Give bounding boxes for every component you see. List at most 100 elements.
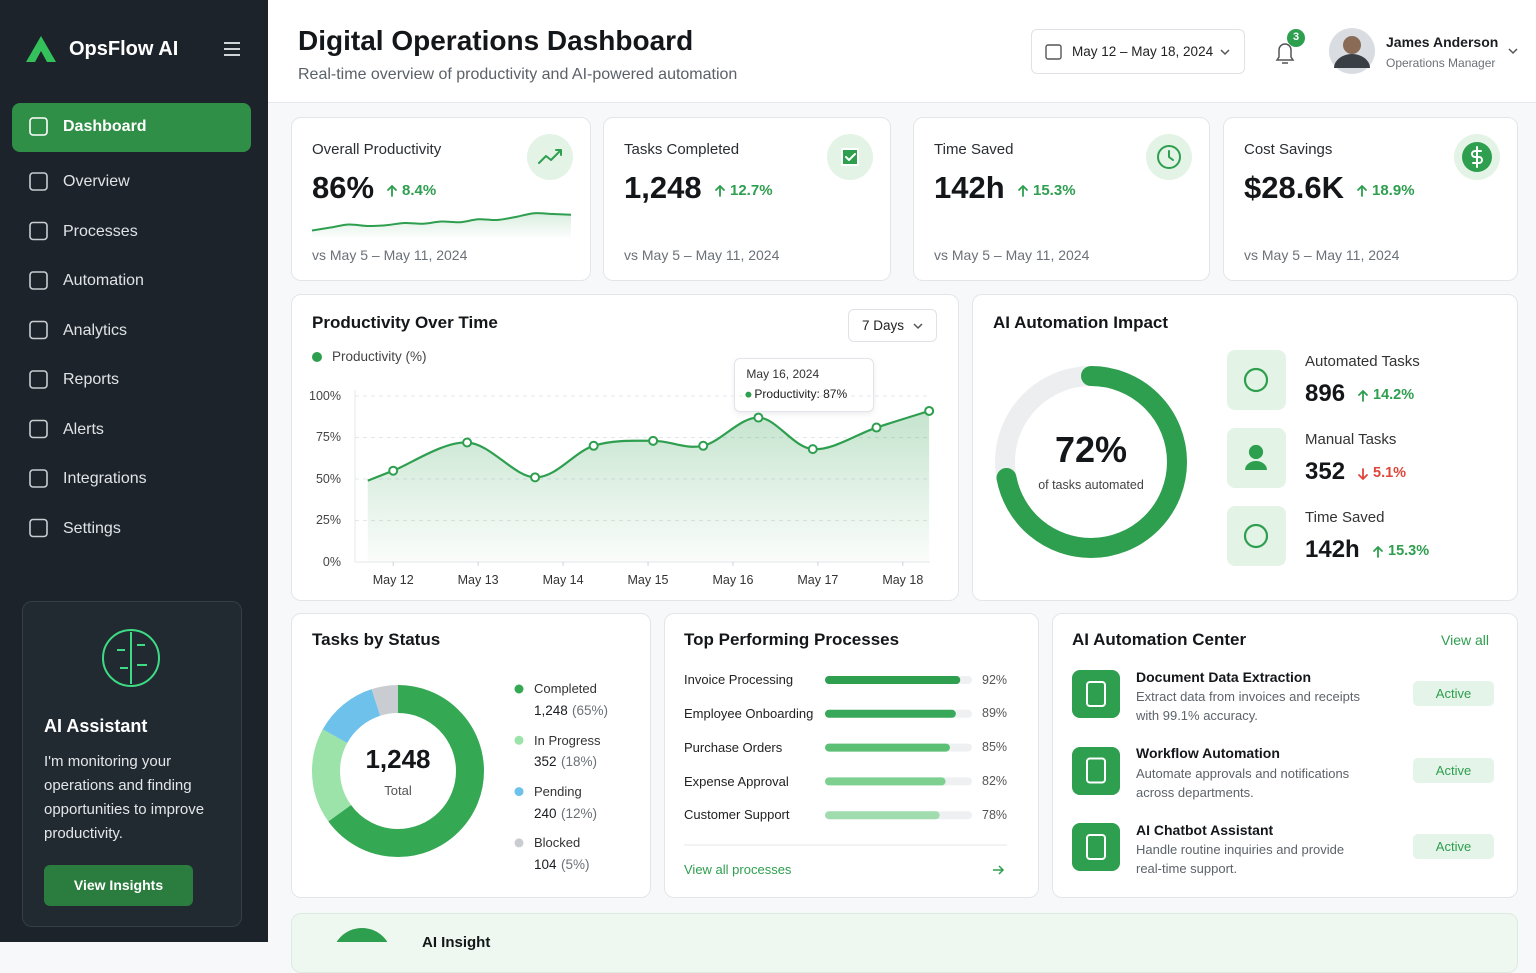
line-point	[530, 472, 541, 483]
legend-percent: (18%)	[561, 754, 598, 770]
nav-item[interactable]: Dashboard	[63, 118, 147, 136]
kpi-icon	[841, 148, 859, 166]
x-tick-label: May 18	[882, 572, 924, 587]
range-select[interactable]	[848, 309, 937, 342]
brand-name: OpsFlow AI	[69, 38, 179, 60]
kpi-value: 86%	[312, 170, 375, 206]
nav-icon	[29, 469, 48, 488]
bar-label: 89%	[982, 706, 1008, 721]
legend-count: 104	[534, 856, 557, 872]
nav-item[interactable]: Automation	[63, 272, 144, 290]
kpi-label: Cost Savings	[1244, 141, 1333, 158]
bar-label: 78%	[982, 807, 1008, 822]
view-all-link[interactable]: View all processes	[684, 862, 792, 878]
nav-item[interactable]: Overview	[63, 173, 130, 191]
change-arrow	[1018, 185, 1028, 197]
legend-percent: (65%)	[572, 702, 609, 718]
change-arrow	[387, 185, 397, 197]
chevron	[913, 323, 923, 330]
change-value: 5.1%	[1373, 465, 1407, 482]
change-arrow	[1357, 185, 1367, 197]
text-layer: OpsFlow AI Dashboard Overview Processes Auto…	[44, 25, 1499, 951]
automation-icon	[1072, 670, 1120, 718]
assistant-title: AI Assistant	[44, 716, 148, 737]
insight-icon	[336, 928, 388, 942]
bar-label: 92%	[982, 672, 1008, 687]
kpi-icon	[1168, 150, 1174, 161]
bar-label: 85%	[982, 740, 1008, 755]
change-value: 8.4%	[402, 182, 437, 199]
y-tick-label: 75%	[315, 430, 341, 444]
logo	[26, 36, 56, 62]
date-picker[interactable]	[1031, 29, 1245, 74]
donut-segment	[312, 685, 484, 857]
process-name: Customer Support	[684, 807, 790, 823]
nav-item[interactable]: Integrations	[63, 470, 147, 488]
assistant-text: I'm monitoring your operations and findi…	[44, 753, 205, 842]
x-tick-label: May 13	[457, 572, 499, 587]
change-value: 18.9%	[1372, 182, 1415, 199]
avatar-body	[1334, 54, 1370, 68]
automation-icon-glyph	[1086, 834, 1106, 860]
automation-icon	[1072, 746, 1120, 795]
automation-description: Extract data from invoices and receipts …	[1136, 689, 1360, 723]
status-pill: Active	[1413, 681, 1494, 706]
automation-icon-glyph	[1086, 757, 1106, 784]
nav-item[interactable]: Analytics	[63, 321, 128, 339]
processes-card	[664, 613, 1039, 898]
legend-label: Blocked	[534, 835, 581, 851]
donut-caption: of tasks automated	[1038, 477, 1144, 492]
card-title: AI Automation Center	[1072, 629, 1247, 649]
nav-icon	[29, 419, 48, 439]
legend-label: Productivity (%)	[332, 348, 427, 364]
bar	[825, 743, 950, 752]
y-tick-label: 25%	[315, 513, 341, 527]
view-insights-button[interactable]: View Insights	[44, 865, 193, 906]
user-name[interactable]: James Anderson	[1386, 33, 1499, 50]
nav-active[interactable]	[12, 103, 251, 152]
card-title: AI Automation Impact	[993, 312, 1169, 332]
date-range: May 12 – May 18, 2024	[1072, 43, 1214, 59]
brain-icon	[102, 629, 160, 687]
line-point	[871, 422, 882, 433]
line-point	[753, 412, 764, 423]
line-point	[648, 435, 659, 446]
stat-icon	[1243, 367, 1269, 393]
nav-icon	[29, 117, 48, 136]
stat-value: 896	[1305, 379, 1346, 407]
x-tick-label: May 17	[797, 572, 839, 587]
nav-item[interactable]: Processes	[63, 222, 138, 240]
nav-item[interactable]: Reports	[63, 371, 120, 389]
view-all-link[interactable]: View all	[1441, 631, 1489, 648]
kpi-icon	[538, 149, 562, 164]
stat-value: 352	[1305, 457, 1346, 485]
legend-marker	[514, 787, 524, 797]
chart-title: Productivity Over Time	[312, 312, 498, 332]
kpi-compare: vs May 5 – May 11, 2024	[1244, 246, 1400, 263]
kpi-compare: vs May 5 – May 11, 2024	[934, 246, 1090, 263]
kpi-icon-bg	[527, 134, 573, 180]
legend-label: Pending	[534, 783, 582, 799]
process-name: Employee Onboarding	[684, 706, 814, 721]
user-role: Operations Manager	[1386, 55, 1496, 70]
nav-item[interactable]: Settings	[63, 519, 121, 537]
nav-item[interactable]: Alerts	[63, 420, 104, 438]
change-value: 14.2%	[1373, 387, 1415, 404]
automation-description: Handle routine inquiries and provide rea…	[1136, 842, 1345, 876]
tooltip-title: May 16, 2024	[746, 367, 820, 382]
brain-icon	[117, 632, 147, 684]
range-value: 7 Days	[862, 317, 905, 333]
notification-count[interactable]: 3	[1292, 31, 1300, 44]
bar	[825, 709, 956, 718]
line-point	[388, 465, 399, 476]
line-point	[807, 444, 818, 455]
change-value: 12.7%	[730, 182, 773, 199]
stat-label: Manual Tasks	[1305, 431, 1397, 448]
automation-description: Automate approvals and notifications acr…	[1136, 765, 1350, 800]
header	[268, 0, 1536, 103]
legend-count: 240	[534, 805, 557, 821]
bar	[825, 811, 940, 820]
process-name: Expense Approval	[684, 773, 789, 789]
page-subtitle: Real-time overview of productivity and A…	[298, 66, 738, 84]
